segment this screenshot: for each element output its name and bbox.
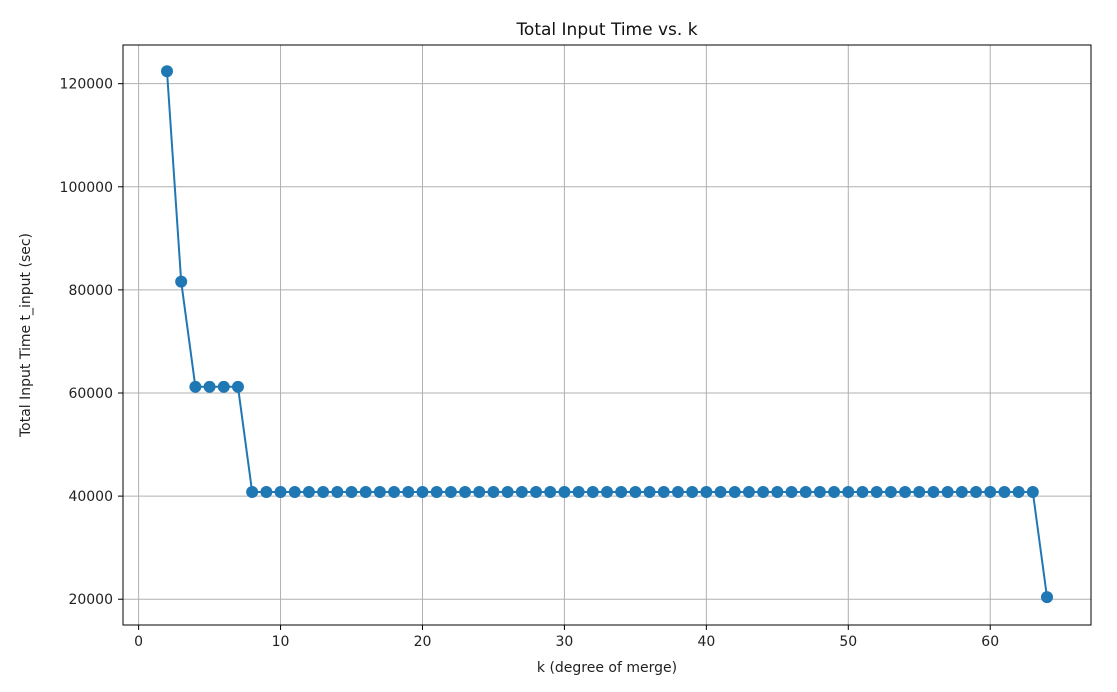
data-point: [459, 485, 472, 498]
x-tick-label: 0: [134, 634, 143, 650]
grid: [123, 45, 1091, 625]
y-tick-label: 20000: [68, 592, 113, 608]
data-point: [586, 485, 599, 498]
axis-ticks: 0 10 20 30 40 50 60 20000 40000 60000 80000 100000 1…: [60, 77, 1000, 650]
data-point: [842, 485, 855, 498]
data-point: [970, 485, 983, 498]
data-point: [317, 485, 330, 498]
data-point: [1041, 591, 1053, 604]
data-point: [274, 485, 287, 498]
data-point: [686, 485, 699, 498]
data-point: [601, 485, 613, 498]
data-point: [615, 485, 628, 498]
data-point: [742, 485, 755, 498]
x-tick-label: 50: [839, 634, 857, 650]
x-tick-label: 60: [981, 634, 999, 650]
data-point: [671, 485, 684, 498]
data-point: [288, 485, 301, 498]
data-point: [899, 485, 912, 498]
data-point: [799, 485, 812, 498]
x-tick-label: 20: [414, 634, 432, 650]
data-point: [544, 485, 557, 498]
series-line: [166, 71, 1048, 598]
data-point: [927, 485, 940, 498]
data-point: [345, 485, 358, 498]
data-point: [217, 380, 230, 393]
data-point: [728, 485, 741, 498]
y-axis-label: Total Input Time t_input (sec): [18, 233, 34, 438]
data-point: [657, 485, 670, 498]
x-tick-label: 30: [556, 634, 574, 650]
data-point: [203, 380, 216, 393]
x-tick-label: 40: [697, 634, 715, 650]
x-axis-label: k (degree of merge): [537, 660, 677, 676]
data-point: [643, 485, 656, 498]
data-point: [955, 485, 968, 498]
y-tick-label: 40000: [68, 489, 113, 505]
x-tick-label: 10: [272, 634, 290, 650]
data-point: [175, 275, 188, 288]
y-tick-label: 80000: [68, 283, 113, 299]
data-point: [941, 485, 954, 498]
data-point: [402, 485, 415, 498]
data-point: [473, 485, 486, 498]
data-point: [913, 485, 926, 498]
data-point: [189, 380, 202, 393]
data-point: [359, 485, 372, 498]
data-point: [870, 485, 883, 498]
data-point: [1026, 485, 1039, 498]
data-point: [444, 485, 457, 498]
data-point: [416, 485, 429, 498]
data-point: [984, 485, 997, 498]
chart-title: Total Input Time vs. k: [515, 20, 697, 40]
data-point: [771, 485, 784, 498]
data-point: [231, 380, 244, 393]
data-point: [714, 485, 727, 498]
plot-area: [122, 44, 1092, 626]
data-point: [813, 485, 826, 498]
data-point: [785, 485, 798, 498]
data-point: [998, 485, 1011, 498]
data-point: [161, 65, 173, 78]
data-series: [161, 65, 1053, 604]
data-point: [530, 485, 543, 498]
data-point: [757, 485, 770, 498]
y-tick-label: 60000: [68, 386, 113, 402]
data-point: [700, 485, 713, 498]
data-point: [246, 485, 259, 498]
data-point: [373, 485, 386, 498]
data-point: [856, 485, 869, 498]
data-point: [501, 485, 514, 498]
data-point: [1012, 485, 1025, 498]
data-point: [572, 485, 585, 498]
data-point: [302, 485, 315, 498]
data-point: [260, 485, 273, 498]
data-point: [828, 485, 841, 498]
data-point: [430, 485, 443, 498]
data-point: [558, 485, 571, 498]
data-point: [629, 485, 642, 498]
data-point: [388, 485, 401, 498]
data-point: [515, 485, 528, 498]
y-tick-label: 120000: [60, 77, 113, 93]
data-point: [884, 485, 897, 498]
data-point: [331, 485, 344, 498]
y-tick-label: 100000: [60, 180, 113, 196]
data-point: [487, 485, 500, 498]
